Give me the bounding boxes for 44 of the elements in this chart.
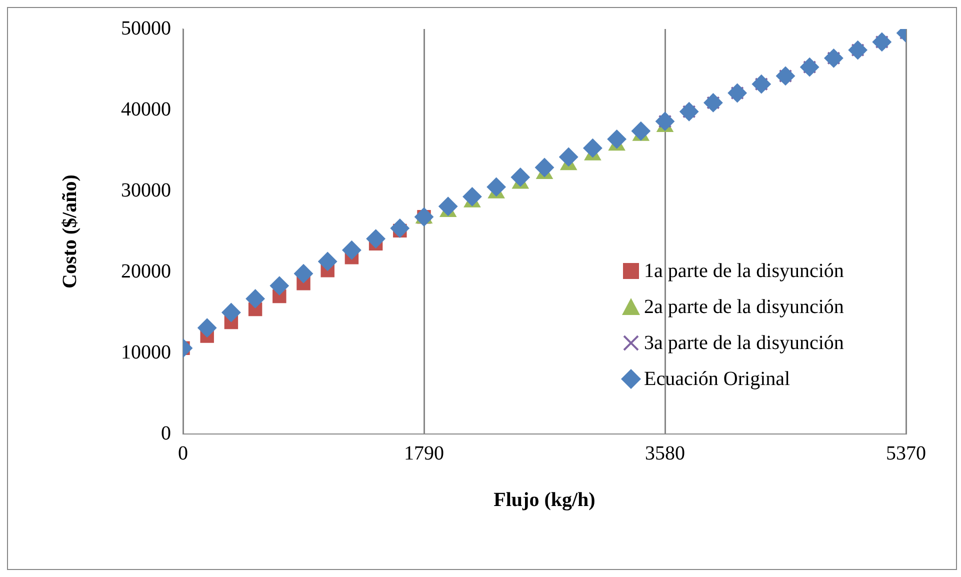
- point: [342, 240, 362, 260]
- x-axis-title: Flujo (kg/h): [494, 489, 596, 512]
- point: [656, 112, 674, 131]
- y-axis-title: Costo ($/año): [59, 174, 82, 288]
- y-tick-label: 20000: [121, 260, 171, 282]
- point: [607, 130, 626, 149]
- point: [390, 218, 410, 238]
- point: [438, 196, 458, 216]
- point: [776, 66, 795, 86]
- point: [366, 229, 386, 248]
- legend-label: 1a parte de la disyunción: [644, 260, 844, 282]
- point: [246, 289, 265, 308]
- point: [222, 303, 241, 322]
- point: [318, 252, 338, 271]
- point: [510, 168, 530, 187]
- y-tick-label: 10000: [121, 341, 171, 364]
- point: [294, 264, 313, 284]
- point: [704, 93, 723, 112]
- point: [872, 32, 892, 52]
- x-tick-label: 1790: [404, 442, 444, 464]
- point: [198, 318, 217, 338]
- x-tick-label: 3580: [645, 442, 685, 464]
- legend-label: Ecuación Original: [644, 368, 790, 390]
- point: [583, 138, 602, 158]
- legend-label: 3a parte de la disyunción: [644, 332, 844, 354]
- y-tick-label: 40000: [121, 98, 171, 120]
- point: [270, 276, 289, 296]
- point: [848, 40, 868, 60]
- point: [824, 48, 844, 68]
- y-tick-label: 50000: [121, 17, 171, 40]
- point: [535, 158, 554, 178]
- point: [631, 122, 650, 141]
- point: [800, 58, 820, 77]
- point: [680, 102, 699, 122]
- legend-label: 2a parte de la disyunción: [644, 296, 844, 318]
- y-tick-label: 30000: [121, 179, 171, 202]
- point: [728, 83, 747, 102]
- point: [559, 147, 578, 166]
- point: [752, 74, 771, 94]
- point: [462, 187, 482, 206]
- x-tick-label: 0: [178, 442, 188, 464]
- point: [486, 177, 506, 196]
- y-tick-label: 0: [161, 422, 171, 444]
- x-tick-label: 5370: [886, 442, 926, 464]
